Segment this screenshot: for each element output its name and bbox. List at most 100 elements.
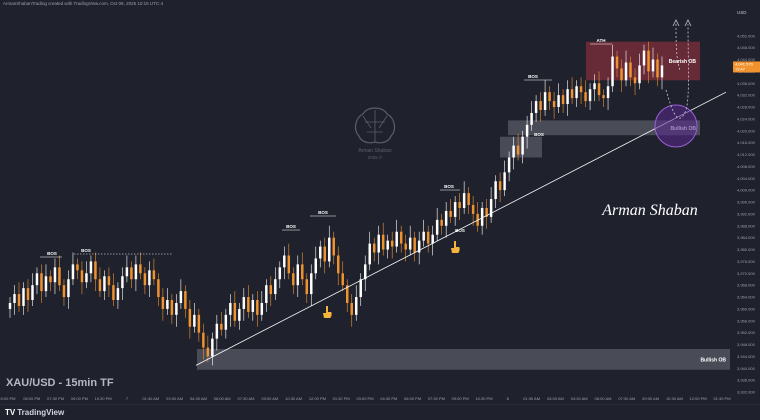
x-tick-label: 07:30 PM [428, 396, 445, 401]
x-tick-label: 09:00 PM [71, 396, 88, 401]
candle-body [296, 264, 300, 286]
countdown-label: 13:47 [735, 66, 746, 71]
candle-body [467, 193, 470, 205]
annotation-label: BOS [47, 251, 57, 256]
x-tick-label: 04:30 AM [571, 396, 588, 401]
candle-body [139, 264, 142, 274]
x-tick-label: 06:00 PM [23, 396, 40, 401]
candle-body [512, 145, 515, 158]
candle-body [161, 297, 165, 309]
candle-body [53, 267, 57, 283]
header-info: ArmanShabanTrading created with TradingV… [3, 1, 164, 6]
candle-body [539, 101, 542, 110]
annotations: BOS BOS BOS BOS BOS BOS ATH BOS BOS [40, 38, 612, 258]
candle-body [341, 273, 344, 286]
x-tick-label: 10:30 AM [285, 396, 302, 401]
candle-body [211, 338, 214, 357]
candle-body [530, 112, 533, 125]
x-tick-label: 12:00 PM [309, 396, 326, 401]
candle-body [489, 199, 493, 217]
candle-body [229, 302, 232, 315]
annotation-label: BOS [444, 184, 454, 189]
x-tick-label: 01:30 PM [333, 396, 350, 401]
candle-body [260, 302, 264, 315]
candle-body [251, 300, 255, 312]
candle-body [381, 234, 385, 250]
candle-body [17, 294, 21, 306]
candle-body [40, 273, 43, 292]
candle-body [579, 86, 583, 93]
candle-body [660, 65, 664, 78]
tradingview-logo[interactable]: TV TradingView [5, 408, 64, 417]
trend-line [195, 91, 727, 366]
candle-body [480, 207, 484, 226]
candle-body [179, 291, 183, 303]
candle-body [242, 297, 246, 309]
y-tick-label: 3,988.000 [737, 223, 756, 228]
candle-body [121, 276, 124, 289]
candle-body [453, 202, 457, 217]
zone-label: Bearish OB [669, 59, 697, 65]
tv-logo-icon: TV [5, 408, 16, 417]
candle-body [157, 279, 160, 298]
y-tick-label: 4,024.000 [737, 116, 756, 121]
candle-body [323, 246, 326, 262]
hand-pointer-icon [451, 241, 460, 253]
candle-body [85, 273, 88, 283]
candle-body [548, 92, 551, 102]
y-tick-label: 3,984.000 [737, 235, 756, 240]
candle-body [224, 314, 228, 330]
candle-body [629, 62, 632, 78]
candle-body [494, 181, 497, 200]
x-tick-label: 7 [126, 396, 129, 401]
y-tick-label: 4,004.000 [737, 176, 756, 181]
candle-body [89, 261, 93, 274]
y-tick-label: 4,028.000 [737, 105, 756, 110]
x-tick-label: 09:00 AM [642, 396, 659, 401]
x-tick-label: 06:00 PM [404, 396, 421, 401]
candle-body [561, 95, 565, 105]
candle-body [184, 291, 187, 309]
x-tick-label: 10:30 PM [95, 396, 112, 401]
annotation-label: BOS [286, 224, 296, 229]
current-price-label: 4,041.570 [735, 61, 754, 66]
candle-body [354, 297, 358, 315]
candle-body [611, 56, 614, 87]
candle-body [431, 234, 434, 244]
candle-body [107, 276, 111, 286]
candle-body [426, 231, 430, 244]
candle-body [588, 89, 592, 102]
candle-body [166, 300, 169, 309]
x-tick-label: 07:30 AM [618, 396, 635, 401]
candle-body [543, 92, 547, 110]
candle-body [314, 258, 318, 274]
candle-body [584, 92, 587, 102]
candle-body [359, 279, 362, 298]
candle-body [350, 302, 353, 315]
x-tick-label: 01:30 PM [713, 396, 730, 401]
y-tick-label: 3,964.000 [737, 295, 756, 300]
candle-body [49, 276, 52, 283]
y-tick-label: 4,048.000 [737, 45, 756, 50]
annotation-label: BOS [81, 248, 91, 253]
candle-body [62, 285, 66, 298]
candle-body [265, 285, 268, 303]
candle-body [71, 264, 75, 280]
candle-body [651, 59, 655, 72]
zone-rect [508, 120, 700, 136]
price-axis[interactable]: USD4,052.0004,048.0004,044.0004,040.0004… [731, 0, 760, 404]
candle-body [193, 314, 196, 327]
brain-logo-watermark: Arman Shaban 2025 © [354, 107, 396, 160]
candle-body [274, 279, 277, 295]
time-axis[interactable]: 6:00 PM 06:00 PM 07:30 PM 09:00 PM 10:30 PM 7… [1, 396, 731, 401]
candle-body [152, 270, 156, 280]
candle-body [319, 246, 322, 259]
x-tick-label: 03:00 PM [356, 396, 373, 401]
candle-body [570, 89, 574, 99]
candle-body [399, 231, 403, 244]
candle-body [593, 83, 596, 90]
candle-body [310, 273, 313, 295]
x-tick-label: 04:30 AM [190, 396, 207, 401]
x-tick-label: 12:00 PM [690, 396, 707, 401]
